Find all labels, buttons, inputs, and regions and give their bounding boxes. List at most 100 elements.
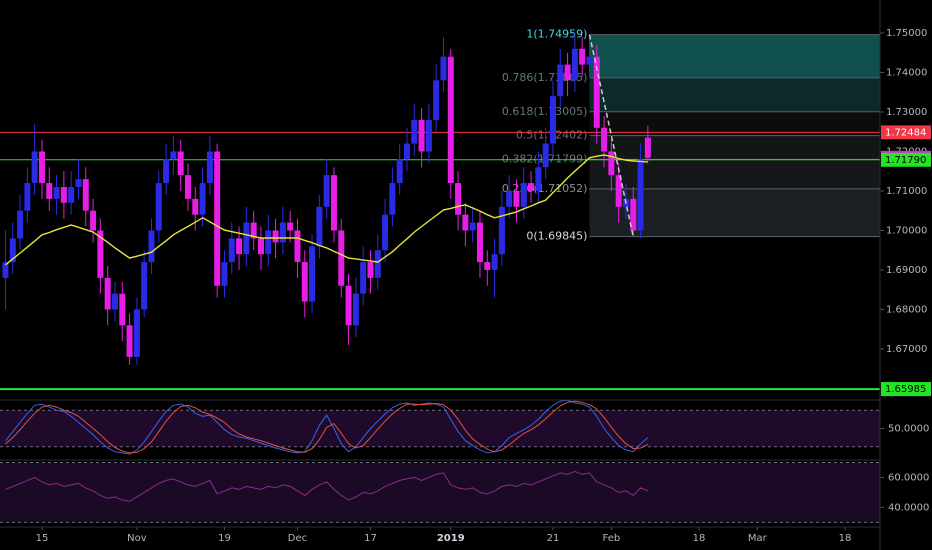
- candle-body: [184, 175, 191, 199]
- candle-body: [9, 238, 16, 263]
- candle-body: [382, 214, 389, 251]
- fib-zone: [589, 135, 880, 160]
- candle-body: [170, 151, 177, 160]
- candle-body: [68, 187, 75, 203]
- fib-zone: [589, 111, 880, 136]
- x-tick-label: Dec: [288, 533, 307, 544]
- candle-body: [498, 206, 505, 255]
- candle-body: [31, 151, 38, 184]
- fib-zone: [589, 77, 880, 112]
- candle-body: [265, 230, 272, 255]
- candle-body: [221, 262, 228, 286]
- candle-body: [345, 285, 352, 326]
- candle-body: [484, 262, 491, 270]
- candle-body: [199, 183, 206, 215]
- candle-body: [513, 190, 520, 207]
- candle-body: [287, 222, 294, 231]
- x-tick-label: Nov: [127, 533, 147, 544]
- candle-body: [411, 119, 418, 144]
- candle-body: [615, 175, 622, 207]
- x-tick-label: 2019: [437, 533, 465, 544]
- candle-body: [177, 151, 184, 176]
- candle-body: [601, 127, 608, 152]
- indicator-line: [5, 400, 649, 454]
- candle-body: [338, 230, 345, 286]
- level-band: [0, 462, 880, 523]
- candle-body: [571, 48, 578, 81]
- candle-body: [148, 230, 155, 263]
- price-label: 1.65985: [885, 384, 926, 395]
- candle-body: [506, 190, 513, 207]
- candle-body: [418, 119, 425, 152]
- candle-body: [104, 277, 111, 310]
- y-tick-label: 1.67000: [886, 344, 927, 355]
- candle-body: [542, 143, 549, 168]
- candle-body: [535, 167, 542, 191]
- candle-body: [119, 293, 126, 326]
- candle-body: [396, 159, 403, 184]
- candle-body: [214, 151, 221, 286]
- price-label-box: [881, 382, 931, 397]
- level-band: [0, 410, 880, 447]
- candle-body: [294, 230, 301, 263]
- candle-body: [155, 183, 162, 231]
- y-tick-label: 1.75000: [886, 28, 927, 39]
- candle-body: [433, 80, 440, 120]
- candle-body: [272, 230, 279, 243]
- candle-body: [301, 262, 308, 302]
- candle-body: [579, 48, 586, 65]
- candle-body: [17, 210, 24, 239]
- candle-body: [323, 175, 330, 207]
- price-label: 1.72484: [885, 127, 926, 138]
- candle-body: [564, 64, 571, 81]
- candle-body: [330, 175, 337, 231]
- indicator-line: [5, 399, 649, 455]
- candle-body: [469, 222, 476, 231]
- x-tick-label: 17: [364, 533, 377, 544]
- candle-body: [447, 56, 454, 184]
- candle-body: [24, 183, 31, 211]
- candle-body: [82, 179, 89, 211]
- candle-body: [360, 262, 367, 294]
- candle-body: [425, 119, 432, 152]
- candle-body: [491, 254, 498, 270]
- candle-body: [97, 230, 104, 278]
- candle-body: [374, 250, 381, 278]
- fib-zone: [589, 159, 880, 189]
- candle-body: [2, 262, 9, 278]
- candle-body: [206, 151, 213, 184]
- candle-body: [75, 179, 82, 188]
- y-tick-label: 60.0000: [888, 472, 929, 483]
- y-tick-label: 50.0000: [888, 424, 929, 435]
- y-tick-label: 1.74000: [886, 67, 927, 78]
- candle-body: [53, 187, 60, 199]
- candle-body: [236, 238, 243, 255]
- candle-body: [608, 151, 615, 176]
- candle-body: [126, 325, 133, 357]
- fib-label: 0.618(1.73005): [502, 105, 588, 118]
- candle-body: [352, 293, 359, 326]
- x-tick-label: Mar: [748, 533, 768, 544]
- candle-body: [46, 183, 53, 199]
- x-tick-label: 19: [218, 533, 231, 544]
- x-tick-label: 21: [547, 533, 560, 544]
- moving-average: [5, 154, 648, 266]
- y-tick-label: 1.73000: [886, 107, 927, 118]
- candle-body: [309, 246, 316, 302]
- candle-body: [111, 293, 118, 310]
- candle-body: [367, 262, 374, 278]
- indicator-line: [5, 470, 649, 502]
- candle-body: [520, 183, 527, 207]
- candle-body: [192, 198, 199, 215]
- candle-body: [38, 151, 45, 184]
- candle-body: [440, 56, 447, 81]
- price-label-box: [881, 152, 931, 167]
- candle-body: [316, 206, 323, 247]
- candle-body: [163, 159, 170, 184]
- candle-body: [586, 56, 593, 65]
- candle-body: [133, 309, 140, 357]
- y-tick-label: 1.71000: [886, 186, 927, 197]
- candle-body: [476, 222, 483, 263]
- y-tick-label: 1.68000: [886, 304, 927, 315]
